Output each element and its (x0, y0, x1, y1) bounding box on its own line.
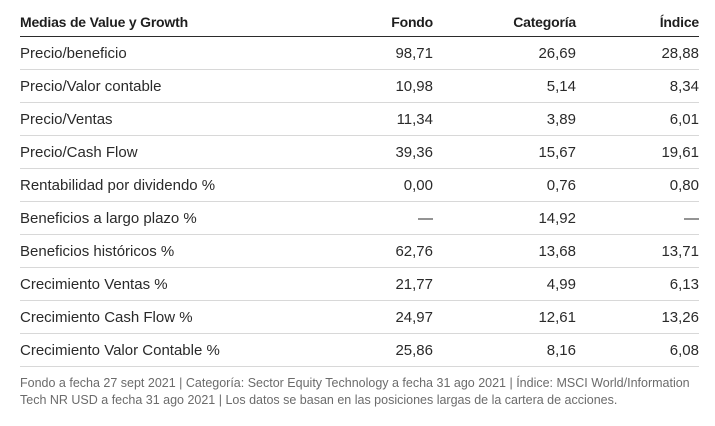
table-row: Beneficios a largo plazo % — 14,92 — (20, 201, 699, 235)
value-growth-table: Medias de Value y Growth Fondo Categoría… (20, 8, 699, 367)
header-metric-name: Medias de Value y Growth (20, 8, 318, 37)
header-fondo: Fondo (318, 8, 433, 37)
table-row: Precio/beneficio 98,71 26,69 28,88 (20, 36, 699, 70)
metric-name: Precio/Valor contable (20, 69, 318, 103)
fondo-value: 98,71 (318, 36, 433, 70)
categoria-value: 15,67 (433, 135, 576, 169)
fondo-value: — (318, 201, 433, 235)
metric-name: Precio/Ventas (20, 102, 318, 136)
table-row: Crecimiento Valor Contable % 25,86 8,16 … (20, 333, 699, 367)
indice-value: 0,80 (576, 168, 699, 202)
fondo-value: 11,34 (318, 102, 433, 136)
fondo-value: 10,98 (318, 69, 433, 103)
indice-value: 13,26 (576, 300, 699, 334)
header-categoria: Categoría (433, 8, 576, 37)
table-row: Beneficios históricos % 62,76 13,68 13,7… (20, 234, 699, 268)
table-row: Rentabilidad por dividendo % 0,00 0,76 0… (20, 168, 699, 202)
table-row: Crecimiento Ventas % 21,77 4,99 6,13 (20, 267, 699, 301)
categoria-value: 4,99 (433, 267, 576, 301)
categoria-value: 12,61 (433, 300, 576, 334)
indice-value: 28,88 (576, 36, 699, 70)
indice-value: — (576, 201, 699, 235)
metric-name: Beneficios históricos % (20, 234, 318, 268)
categoria-value: 5,14 (433, 69, 576, 103)
fondo-value: 0,00 (318, 168, 433, 202)
categoria-value: 8,16 (433, 333, 576, 367)
table-row: Crecimiento Cash Flow % 24,97 12,61 13,2… (20, 300, 699, 334)
categoria-value: 3,89 (433, 102, 576, 136)
categoria-value: 0,76 (433, 168, 576, 202)
fondo-value: 24,97 (318, 300, 433, 334)
fondo-value: 39,36 (318, 135, 433, 169)
categoria-value: 13,68 (433, 234, 576, 268)
metric-name: Crecimiento Valor Contable % (20, 333, 318, 367)
fondo-value: 21,77 (318, 267, 433, 301)
header-indice: Índice (576, 8, 699, 37)
indice-value: 8,34 (576, 69, 699, 103)
categoria-value: 26,69 (433, 36, 576, 70)
fondo-value: 25,86 (318, 333, 433, 367)
table-row: Precio/Cash Flow 39,36 15,67 19,61 (20, 135, 699, 169)
table-row: Precio/Valor contable 10,98 5,14 8,34 (20, 69, 699, 103)
metric-name: Crecimiento Ventas % (20, 267, 318, 301)
indice-value: 6,13 (576, 267, 699, 301)
metric-name: Rentabilidad por dividendo % (20, 168, 318, 202)
table-row: Precio/Ventas 11,34 3,89 6,01 (20, 102, 699, 136)
indice-value: 6,01 (576, 102, 699, 136)
indice-value: 6,08 (576, 333, 699, 367)
table-header-row: Medias de Value y Growth Fondo Categoría… (20, 8, 699, 37)
metric-name: Precio/Cash Flow (20, 135, 318, 169)
indice-value: 13,71 (576, 234, 699, 268)
metric-name: Precio/beneficio (20, 36, 318, 70)
categoria-value: 14,92 (433, 201, 576, 235)
table-footnote: Fondo a fecha 27 sept 2021 | Categoría: … (20, 376, 690, 407)
metric-name: Beneficios a largo plazo % (20, 201, 318, 235)
indice-value: 19,61 (576, 135, 699, 169)
metric-name: Crecimiento Cash Flow % (20, 300, 318, 334)
fondo-value: 62,76 (318, 234, 433, 268)
